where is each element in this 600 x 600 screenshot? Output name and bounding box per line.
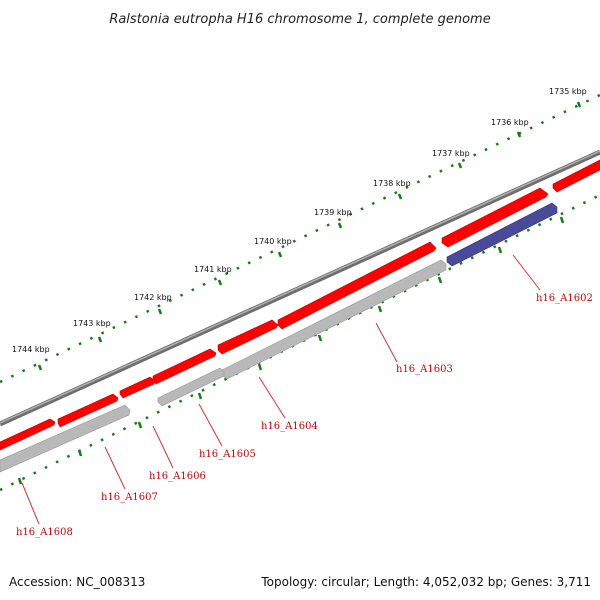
major-tick [497, 246, 503, 254]
major-tick [559, 216, 565, 224]
major-tick [516, 131, 522, 138]
gene-label: h16_A1604 [261, 421, 318, 432]
gene-label: h16_A1606 [149, 471, 206, 482]
gene-feature[interactable] [57, 393, 119, 428]
major-tick [37, 364, 43, 371]
major-tick [437, 276, 443, 284]
tick-label: 1736 kbp [491, 118, 529, 127]
gene-labels: h16_A1602 h16_A1603 h16_A1604 h16_A1605 … [16, 293, 593, 538]
gene-label: h16_A1602 [536, 293, 593, 304]
major-tick [397, 193, 403, 200]
highlighted-gene[interactable] [446, 202, 558, 267]
tick-label: 1740 kbp [254, 237, 292, 246]
major-tick [377, 305, 383, 313]
gene-label: h16_A1603 [396, 364, 453, 375]
gene-feature[interactable] [0, 404, 131, 473]
gene-label: h16_A1607 [101, 492, 158, 503]
gene-feature[interactable] [221, 259, 447, 380]
major-tick [157, 308, 163, 315]
gene-label: h16_A1605 [199, 449, 256, 460]
gene-label: h16_A1608 [16, 527, 73, 538]
major-tick [17, 477, 23, 485]
major-tick [277, 251, 283, 258]
gene-feature[interactable] [119, 376, 156, 399]
scale-tick-labels: 1735 kbp 1736 kbp 1737 kbp 1738 kbp 1739… [12, 87, 587, 354]
reverse-strand-genes [0, 259, 447, 473]
major-ticks [17, 101, 582, 485]
gene-feature[interactable] [0, 418, 56, 451]
gene-feature[interactable] [441, 187, 549, 248]
tick-label: 1744 kbp [12, 345, 50, 354]
major-tick [457, 162, 463, 169]
forward-strand-genes [0, 159, 600, 451]
major-tick [257, 363, 263, 371]
major-tick [317, 334, 323, 342]
tick-label: 1741 kbp [194, 265, 232, 274]
major-tick [77, 449, 83, 457]
major-tick [217, 279, 223, 286]
major-tick [97, 336, 103, 343]
tick-label: 1738 kbp [373, 179, 411, 188]
tick-label: 1739 kbp [314, 208, 352, 217]
genome-summary-text: Topology: circular; Length: 4,052,032 bp… [260, 575, 591, 589]
major-tick [197, 392, 203, 400]
gene-label-connectors [21, 254, 541, 525]
tick-label: 1743 kbp [73, 319, 111, 328]
gene-feature[interactable] [217, 319, 279, 355]
gene-feature[interactable] [552, 159, 600, 193]
map-title: Ralstonia eutropha H16 chromosome 1, com… [109, 12, 490, 27]
gene-feature[interactable] [157, 367, 225, 407]
accession-text: Accession: NC_008313 [9, 575, 145, 589]
tick-label: 1742 kbp [134, 293, 172, 302]
tick-label: 1737 kbp [432, 149, 470, 158]
major-tick [337, 222, 343, 229]
tick-label: 1735 kbp [549, 87, 587, 96]
major-tick [137, 421, 143, 429]
chromosome-backbone [0, 149, 600, 427]
major-tick [576, 101, 582, 108]
